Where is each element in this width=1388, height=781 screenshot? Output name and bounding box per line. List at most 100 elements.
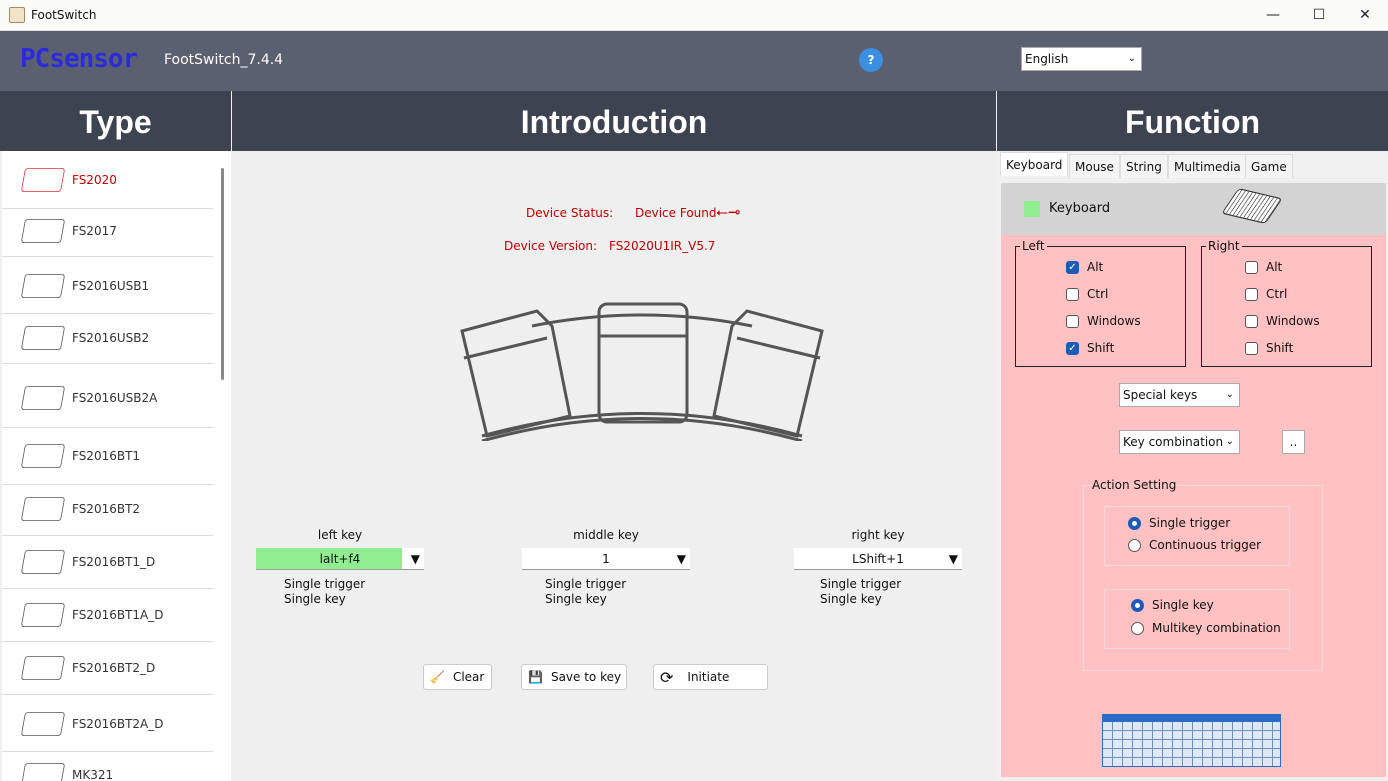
sidebar-item[interactable]: FS2016BT2_D <box>2 642 214 695</box>
key-mode-group <box>1104 589 1290 649</box>
device-version-label: Device Version: <box>504 239 598 253</box>
footswitch-device-icon <box>20 385 66 410</box>
right-modifiers-group: Right Alt Ctrl Windows Shift <box>1201 239 1372 367</box>
trigger-radio[interactable]: Single trigger <box>1128 516 1230 530</box>
left-legend: Left <box>1020 239 1047 253</box>
maximize-button[interactable]: ☐ <box>1312 7 1326 23</box>
checkbox-icon: ✓ <box>1066 341 1079 355</box>
broom-icon: 🧹 <box>430 670 445 684</box>
mode-band: Keyboard <box>1001 183 1386 235</box>
reset-icon: ⟳ <box>660 667 674 687</box>
type-heading: Type <box>0 91 231 151</box>
sidebar-item[interactable]: FS2016BT1A_D <box>2 589 214 642</box>
right-ctrl-checkbox[interactable]: Ctrl <box>1245 287 1287 301</box>
footswitch-device-icon <box>20 711 66 736</box>
checkbox-icon <box>1066 287 1079 301</box>
footswitch-device-icon <box>20 602 66 627</box>
more-button[interactable]: .. <box>1282 430 1305 454</box>
left-shift-checkbox[interactable]: ✓ Shift <box>1066 341 1114 355</box>
special-keys-select[interactable]: Special keys ⌄ <box>1119 383 1240 407</box>
clear-button[interactable]: 🧹 Clear <box>423 664 492 690</box>
keyboard-icon <box>1221 188 1283 224</box>
trigger-group <box>1104 506 1290 566</box>
help-icon[interactable]: ? <box>859 48 883 72</box>
key-assignment-select[interactable]: lalt+f4 ▼ <box>256 548 424 570</box>
function-heading: Function <box>997 91 1388 151</box>
footswitch-device-icon <box>20 167 66 192</box>
radio-icon <box>1131 621 1144 635</box>
radio-icon <box>1131 598 1144 612</box>
onscreen-keyboard-thumbnail[interactable] <box>1102 714 1281 767</box>
key-combination-select[interactable]: Key combination ⌄ <box>1119 430 1240 454</box>
checkbox-icon <box>1245 260 1258 274</box>
sidebar-item[interactable]: FS2016BT2A_D <box>2 696 214 752</box>
left-windows-checkbox[interactable]: Windows <box>1066 314 1141 328</box>
sidebar-item[interactable]: FS2016USB2A <box>2 368 214 428</box>
chevron-down-icon: ⌄ <box>1127 53 1136 64</box>
device-status-value: Device Found <box>635 206 717 220</box>
sidebar-item[interactable]: FS2016BT2 <box>2 483 214 536</box>
sidebar-scrollbar[interactable] <box>221 168 224 380</box>
footswitch-device-icon <box>20 218 66 243</box>
footswitch-device-icon <box>20 762 66 781</box>
key-trigger-text: Single trigger <box>545 577 627 591</box>
radio-icon <box>1128 516 1141 530</box>
key-title: middle key <box>573 528 639 542</box>
save-icon: 💾 <box>528 670 543 684</box>
keyboard-settings: Left ✓ Alt Ctrl Windows ✓ Shift Right Alt Ctrl Wi… <box>1001 235 1386 777</box>
sidebar-item[interactable]: FS2016USB1 <box>2 259 214 314</box>
minimize-button[interactable]: — <box>1266 7 1280 23</box>
action-setting-label: Action Setting <box>1092 478 1177 492</box>
sidebar-item[interactable]: FS2016BT1 <box>2 427 214 485</box>
device-status-label: Device Status: <box>526 206 614 220</box>
footswitch-device-icon <box>20 549 66 574</box>
tab-mouse[interactable]: Mouse <box>1069 154 1120 178</box>
footswitch-device-icon <box>20 496 66 521</box>
tab-string[interactable]: String <box>1120 154 1168 178</box>
footswitch-illustration <box>460 302 824 441</box>
left-modifiers-group: Left ✓ Alt Ctrl Windows ✓ Shift <box>1015 239 1186 367</box>
initiate-button[interactable]: ⟳ Initiate <box>653 664 768 690</box>
device-version-value: FS2020U1IR_V5.7 <box>609 239 716 253</box>
sidebar-item[interactable]: MK321 <box>2 750 214 781</box>
dropdown-arrow-icon: ▼ <box>410 552 420 566</box>
app-header: PCsensor FootSwitch_7.4.4 ? English ⌄ <box>0 31 1388 91</box>
dropdown-arrow-icon: ▼ <box>948 552 958 566</box>
key-radio[interactable]: Multikey combination <box>1131 621 1281 635</box>
tab-multimedia[interactable]: Multimedia <box>1168 154 1247 178</box>
trigger-radio[interactable]: Continuous trigger <box>1128 538 1261 552</box>
chevron-down-icon: ⌄ <box>1225 389 1234 400</box>
checkbox-icon <box>1245 314 1258 328</box>
save-to-key-button[interactable]: 💾 Save to key <box>521 664 627 690</box>
sidebar-item[interactable]: FS2016USB2 <box>2 312 214 364</box>
key-mode-text: Single key <box>545 592 607 606</box>
action-setting-group <box>1083 485 1323 671</box>
left-alt-checkbox[interactable]: ✓ Alt <box>1066 260 1103 274</box>
key-title: left key <box>317 528 363 542</box>
radio-icon <box>1128 538 1141 552</box>
app-icon <box>9 7 25 23</box>
right-alt-checkbox[interactable]: Alt <box>1245 260 1282 274</box>
key-assignment-select[interactable]: 1 ▼ <box>522 548 690 570</box>
sidebar-item[interactable]: FS2017 <box>2 206 214 257</box>
window-title: FootSwitch <box>31 8 97 22</box>
key-trigger-text: Single trigger <box>284 577 366 591</box>
checkbox-icon: ✓ <box>1066 260 1079 274</box>
right-shift-checkbox[interactable]: Shift <box>1245 341 1293 355</box>
introduction-panel: Device Status: Device Found ⭠⊸ Device Ve… <box>232 151 996 781</box>
language-select[interactable]: English ⌄ <box>1021 47 1142 71</box>
checkbox-icon <box>1245 341 1258 355</box>
close-button[interactable]: ✕ <box>1359 7 1371 23</box>
key-mode-text: Single key <box>284 592 346 606</box>
sidebar-item[interactable]: FS2016BT1_D <box>2 536 214 589</box>
key-radio[interactable]: Single key <box>1131 598 1214 612</box>
key-assignment-select[interactable]: LShift+1 ▼ <box>794 548 962 570</box>
sidebar-item[interactable]: FS2020 <box>2 151 214 209</box>
left-ctrl-checkbox[interactable]: Ctrl <box>1066 287 1108 301</box>
right-windows-checkbox[interactable]: Windows <box>1245 314 1320 328</box>
dropdown-arrow-icon: ▼ <box>676 552 686 566</box>
key-mode-text: Single key <box>820 592 882 606</box>
tab-game[interactable]: Game <box>1245 154 1293 178</box>
tab-keyboard[interactable]: Keyboard <box>1000 152 1069 176</box>
right-legend: Right <box>1206 239 1242 253</box>
